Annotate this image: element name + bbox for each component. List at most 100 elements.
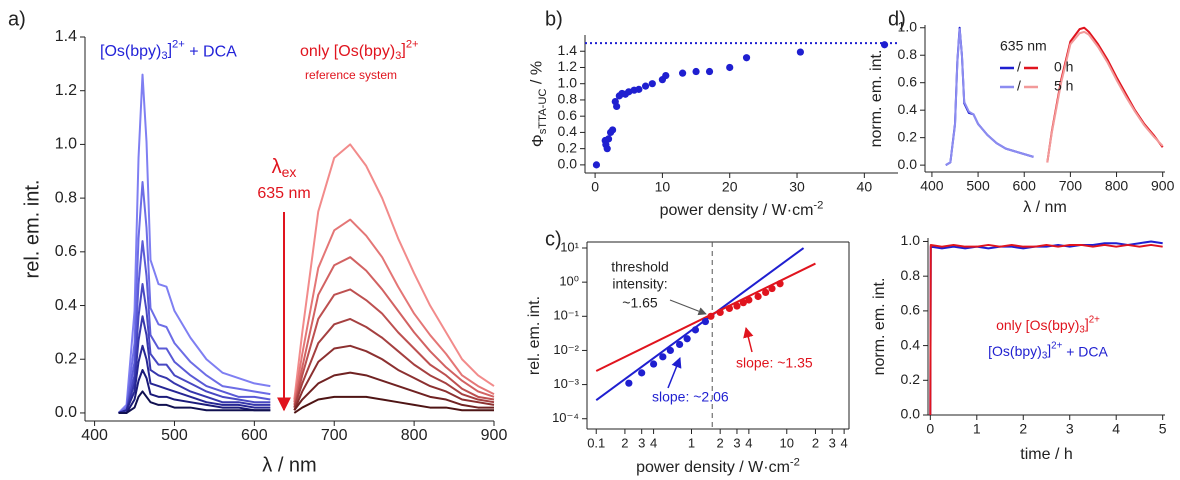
x-tick-label: 400 [920, 178, 944, 194]
y-tick-label: 1.4 [558, 42, 578, 58]
data-line [118, 240, 271, 414]
x-tick-label: 3 [638, 435, 645, 450]
data-point [592, 161, 601, 169]
data-point [726, 63, 734, 72]
x-axis-label: time / h [1020, 446, 1072, 463]
panel-label: b) [545, 8, 563, 30]
y-tick-label: 1.0 [558, 74, 578, 90]
y-axis-label: ΦsTTA-UC / % [529, 61, 549, 147]
x-tick-label: 900 [481, 427, 508, 444]
y-axis-label: norm. em. int. [871, 278, 888, 376]
data-point [638, 369, 646, 377]
x-tick-label: 400 [81, 427, 108, 444]
y-tick-label: 0.2 [558, 139, 578, 155]
x-tick-label: 600 [1013, 178, 1037, 194]
text-part: 3 [1079, 324, 1085, 335]
annotation: threshold [611, 259, 669, 275]
annotation: slope: ~2.06 [652, 389, 729, 405]
data-point [679, 69, 687, 77]
data-point [707, 312, 715, 320]
text-part: power density / W·cm [660, 202, 814, 219]
panel-label: c) [545, 228, 562, 250]
y-tick-label: 10¹ [560, 239, 579, 254]
data-point [762, 288, 770, 297]
data-line [293, 344, 495, 411]
legend-label: 0 h [1054, 59, 1073, 75]
data-line [1046, 30, 1164, 163]
text-part: only [Os(bpy) [300, 43, 395, 60]
x-tick-label: 3 [733, 435, 740, 450]
x-tick-label: 4 [1112, 421, 1120, 437]
y-tick-label: 0.4 [55, 297, 77, 314]
data-point [776, 280, 784, 288]
x-tick-label: 2 [1019, 421, 1027, 437]
data-point [725, 304, 734, 313]
text-part: [Os(bpy) [988, 343, 1042, 359]
data-line [293, 256, 495, 406]
annotation: only [Os(bpy)3]2+ [996, 314, 1100, 335]
data-point [659, 353, 667, 361]
y-axis-label: rel. em. int. [21, 180, 43, 279]
text-part: 3 [1042, 350, 1048, 361]
y-tick-label: 10⁻¹ [553, 308, 579, 323]
data-point [742, 54, 751, 62]
y-tick-label: 0.6 [901, 302, 921, 318]
text-part: [Os(bpy) [100, 43, 161, 60]
x-tick-label: 4 [650, 435, 657, 450]
data-line [293, 317, 495, 408]
legend-title: 635 nm [1000, 38, 1047, 54]
annotation: 635 nm [257, 185, 310, 202]
y-tick-label: 1.4 [55, 28, 77, 45]
x-axis-label: power density / W·cm-2 [660, 199, 824, 219]
text-part: + DCA [185, 44, 237, 61]
y-axis-label: norm. em. int. [868, 50, 885, 148]
y-tick-label: 1.0 [901, 232, 921, 248]
data-line [929, 243, 1163, 416]
annotation: ~1.65 [622, 295, 658, 311]
y-tick-label: 0.2 [898, 128, 918, 144]
data-line [1046, 26, 1164, 163]
text-part: / % [529, 61, 546, 89]
data-point [635, 85, 643, 93]
x-axis-label: λ / nm [1023, 199, 1067, 216]
data-line [595, 247, 805, 401]
data-point [662, 71, 670, 80]
data-line [945, 28, 1034, 166]
x-tick-label: 40 [857, 179, 873, 195]
y-tick-label: 0.2 [901, 371, 921, 387]
data-point [705, 67, 714, 76]
x-tick-label: 10 [780, 435, 794, 450]
x-tick-label: 3 [829, 435, 836, 450]
y-tick-label: 0.0 [558, 156, 578, 172]
annotation: [Os(bpy)3]2+ + DCA [988, 340, 1108, 361]
data-point [604, 135, 613, 143]
x-tick-label: 500 [966, 178, 990, 194]
data-point [716, 308, 724, 317]
annotation: [Os(bpy)3]2+ + DCA [100, 39, 237, 62]
x-tick-label: 500 [161, 427, 188, 444]
text-part: 2+ [406, 39, 419, 51]
text-part: sTTA-UC [537, 89, 549, 135]
data-point [754, 292, 762, 301]
text-part: 3 [161, 50, 167, 62]
data-line [117, 181, 271, 414]
data-line [118, 315, 271, 414]
y-tick-label: 10⁰ [559, 274, 579, 289]
text-part: only [Os(bpy) [996, 317, 1079, 333]
x-tick-label: 30 [789, 179, 805, 195]
y-tick-label: 1.2 [55, 82, 77, 99]
y-tick-label: 0.8 [898, 46, 918, 62]
y-tick-label: 0.6 [558, 107, 578, 123]
x-tick-label: 900 [1151, 178, 1175, 194]
slope-arrow [667, 357, 682, 389]
data-point [733, 302, 741, 310]
data-point [648, 80, 656, 88]
text-part: ] [1085, 315, 1089, 331]
data-point [608, 126, 617, 134]
annotation: reference system [305, 68, 397, 82]
text-part: 3 [395, 50, 401, 62]
data-point [739, 299, 747, 307]
y-tick-label: 0.0 [55, 404, 77, 421]
y-tick-label: 0.4 [898, 101, 918, 117]
text-part: Φ [530, 134, 547, 147]
